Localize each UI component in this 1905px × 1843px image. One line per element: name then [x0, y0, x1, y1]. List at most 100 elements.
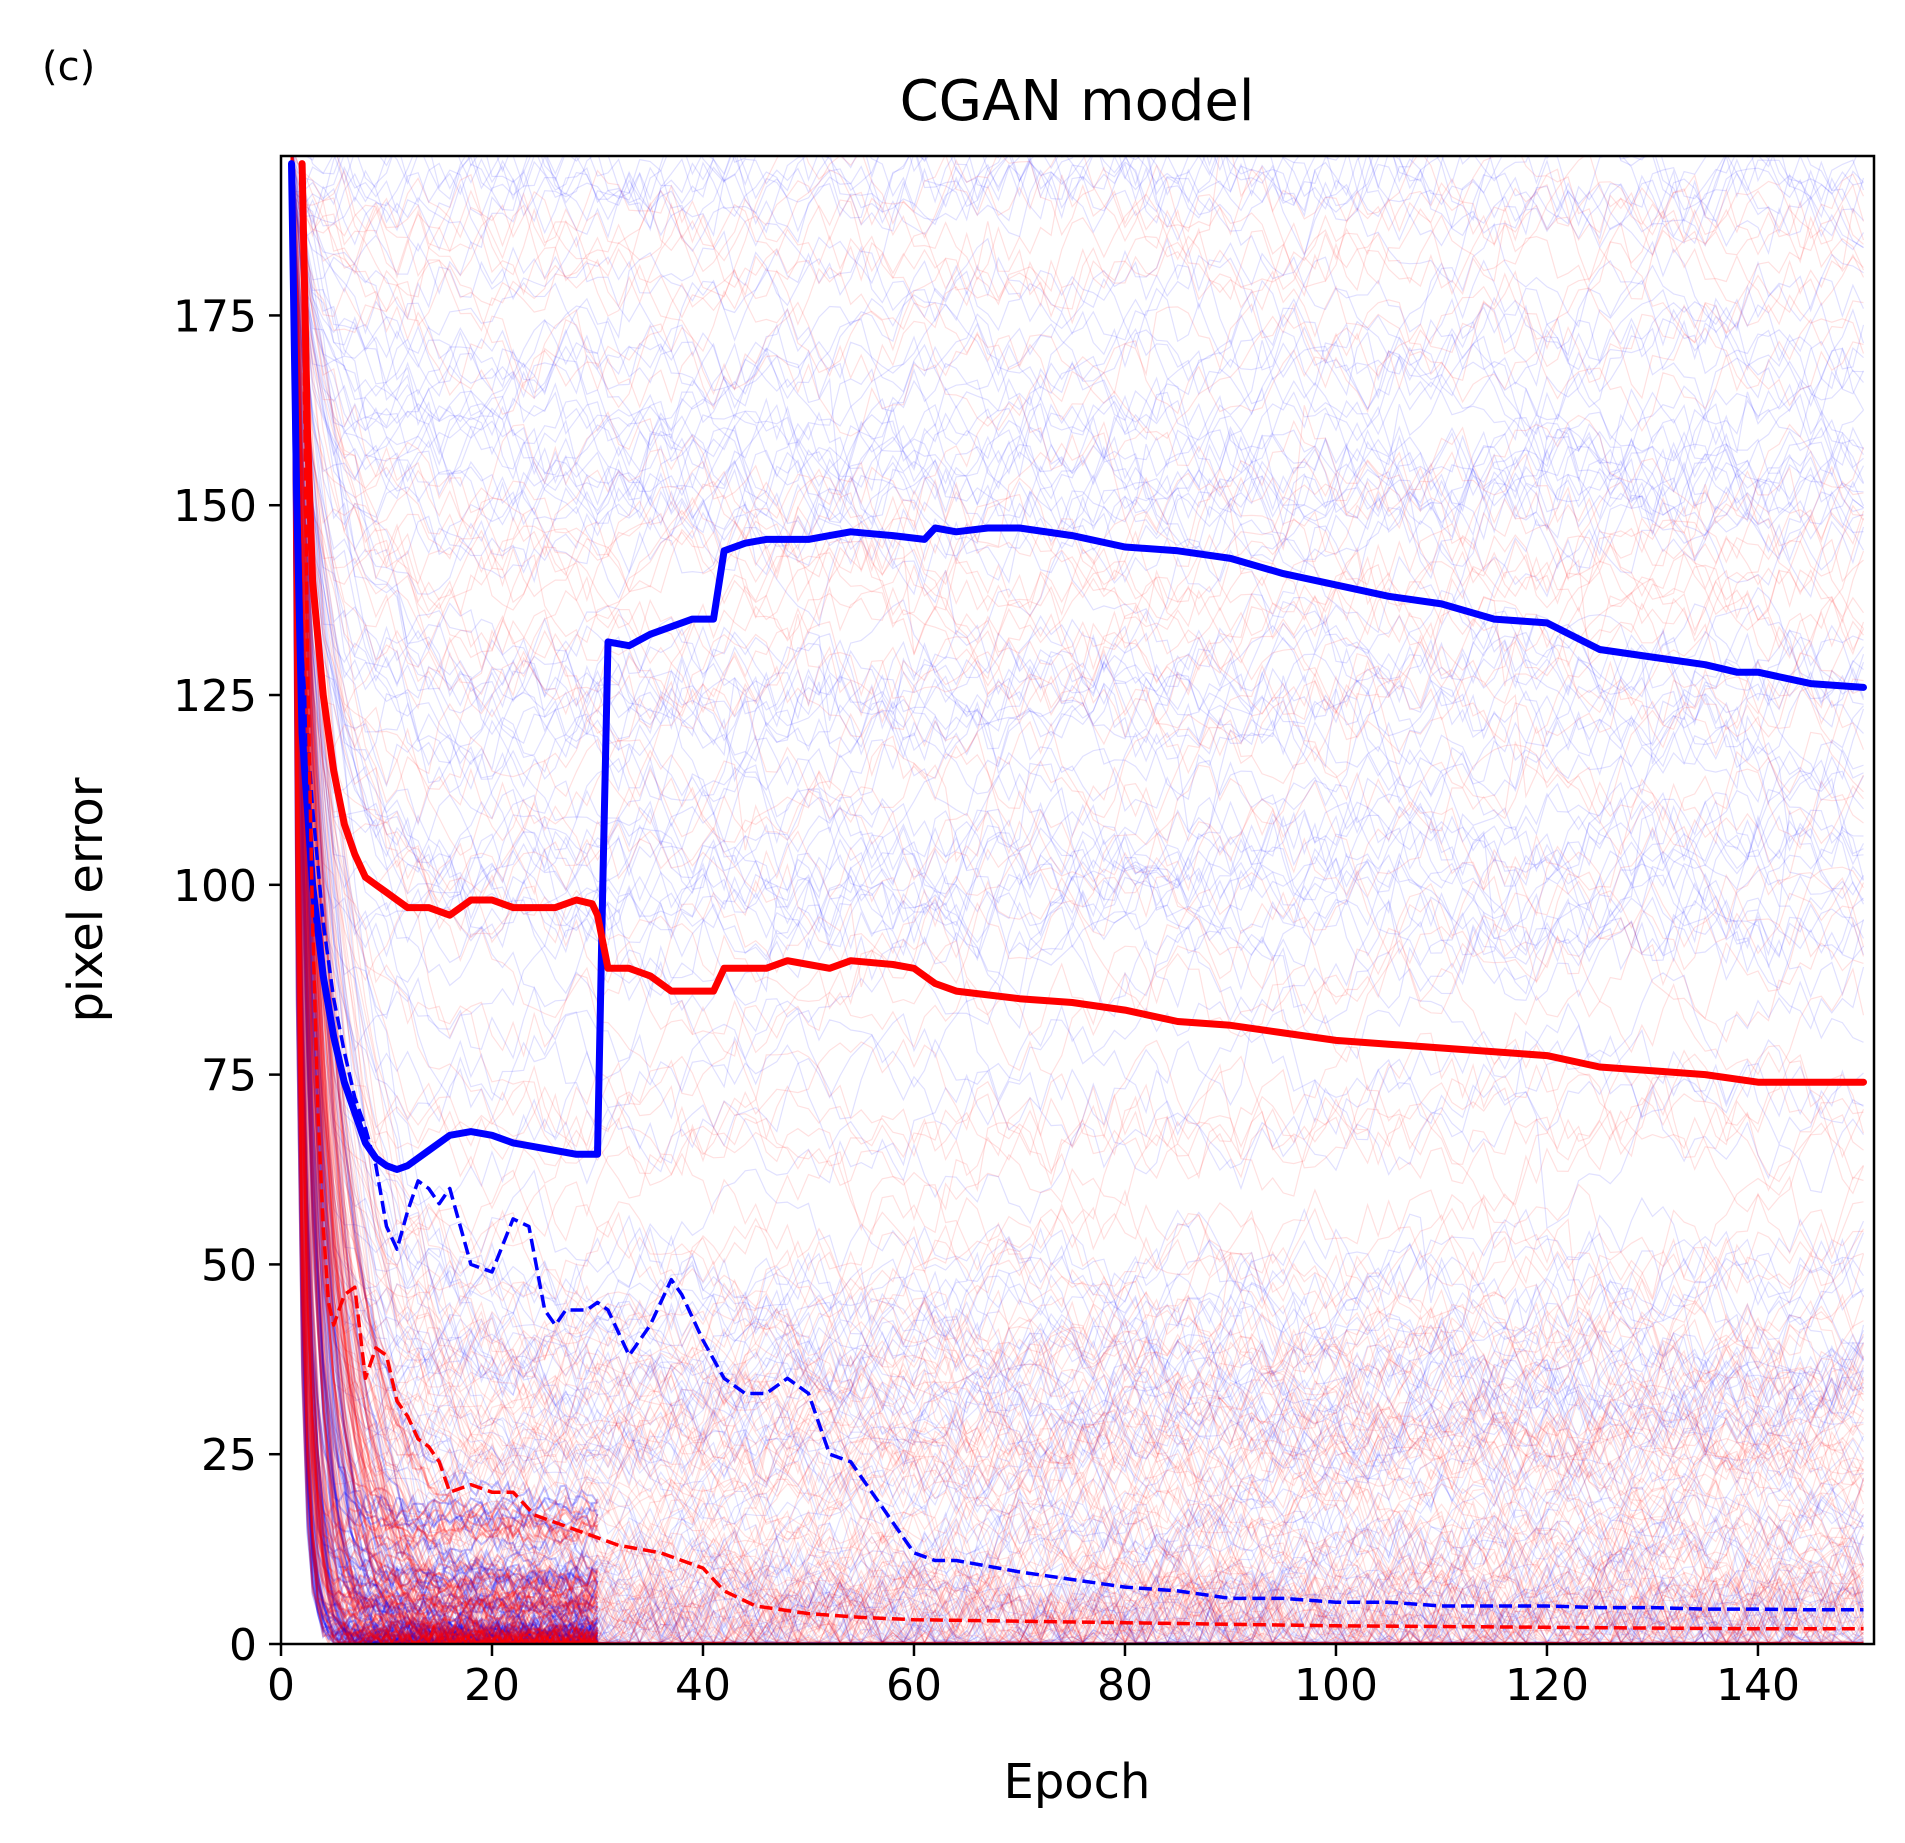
blue-background-trace — [290, 157, 1864, 1644]
red-background-trace — [293, 156, 1864, 437]
background-traces — [290, 156, 1865, 1644]
blue-background-trace — [290, 159, 1865, 936]
red-early-trace — [290, 156, 599, 1644]
red-early-trace — [290, 156, 599, 1627]
blue-background-trace — [291, 156, 1864, 1624]
red-early-trace — [290, 156, 599, 1644]
red-background-trace — [290, 159, 1865, 1057]
blue-background-trace — [290, 187, 1864, 1644]
y-tick-label: 75 — [201, 1051, 257, 1102]
blue-background-trace — [290, 180, 1864, 1644]
red-background-trace — [291, 156, 1864, 1644]
blue-background-trace — [290, 169, 1865, 1464]
red-background-trace — [291, 156, 1864, 1644]
red-background-trace — [290, 174, 1865, 1619]
red-early-trace — [290, 156, 598, 1626]
blue-early-trace — [290, 156, 599, 1634]
red-background-trace — [291, 156, 1865, 1213]
blue-solid-line — [288, 160, 1867, 1173]
x-tick-label: 100 — [1294, 1660, 1378, 1711]
blue-background-trace — [290, 159, 1864, 1644]
red-background-trace — [290, 195, 1864, 1644]
blue-dashed-line — [289, 163, 1864, 1612]
red-early-trace — [290, 156, 599, 1644]
red-background-trace — [291, 156, 1864, 1644]
red-early-trace — [290, 156, 598, 1644]
red-background-trace — [290, 178, 1864, 1530]
red-early-trace — [291, 156, 598, 1644]
blue-early-trace — [290, 156, 598, 1591]
red-background-trace — [290, 161, 1864, 1644]
blue-background-trace — [290, 177, 1864, 946]
blue-early-trace — [290, 156, 599, 1644]
red-background-trace — [290, 161, 1865, 1076]
red-background-trace — [291, 156, 1864, 1480]
plot-frame — [279, 154, 1876, 1646]
red-background-trace — [290, 160, 1864, 1644]
blue-background-trace — [290, 177, 1864, 1496]
blue-early-trace — [290, 156, 599, 1644]
red-early-trace — [291, 156, 599, 1534]
blue-background-trace — [290, 167, 1864, 1406]
red-background-trace — [290, 156, 1865, 1455]
blue-background-trace — [291, 156, 1865, 251]
red-early-trace — [290, 156, 598, 1644]
blue-early-trace — [290, 156, 599, 1635]
red-background-trace — [290, 181, 1865, 1612]
blue-background-trace — [290, 194, 1864, 1644]
blue-early-trace — [290, 156, 598, 1644]
blue-early-trace — [290, 156, 598, 1644]
red-background-trace — [290, 181, 1864, 799]
red-early-trace — [290, 156, 599, 1644]
blue-background-trace — [290, 162, 1865, 397]
red-background-trace — [291, 156, 1865, 530]
blue-early-trace — [290, 156, 599, 1644]
red-background-trace — [290, 182, 1864, 1644]
red-background-trace — [290, 171, 1865, 1338]
blue-early-trace — [290, 156, 599, 1644]
blue-background-trace — [290, 183, 1865, 1490]
blue-early-trace — [290, 156, 599, 1644]
blue-background-trace — [290, 175, 1865, 758]
red-background-trace — [290, 159, 1865, 1644]
red-background-trace — [291, 156, 1864, 1644]
blue-background-trace — [290, 166, 1864, 1429]
blue-background-trace — [290, 186, 1864, 1644]
red-background-trace — [291, 156, 1865, 1644]
red-early-trace — [290, 156, 599, 1596]
blue-background-trace — [290, 194, 1865, 1623]
blue-background-trace — [290, 190, 1864, 1644]
blue-early-trace — [290, 156, 599, 1602]
blue-background-trace — [290, 194, 1865, 744]
blue-early-trace — [290, 156, 599, 1644]
red-background-trace — [290, 178, 1865, 1420]
blue-background-trace — [290, 170, 1865, 926]
blue-early-trace — [290, 156, 599, 1624]
blue-background-trace — [290, 161, 1865, 1644]
red-background-trace — [290, 193, 1864, 1177]
red-background-trace — [291, 156, 1865, 1477]
red-background-trace — [291, 156, 1865, 1486]
blue-background-trace — [290, 175, 1865, 1625]
red-early-trace — [290, 156, 598, 1579]
red-early-trace — [290, 156, 599, 1614]
y-tick-label: 150 — [173, 481, 257, 532]
blue-background-trace — [290, 165, 1865, 1003]
red-background-trace — [291, 156, 1864, 709]
blue-background-trace — [290, 172, 1864, 1644]
red-background-trace — [290, 157, 1865, 715]
blue-early-trace — [290, 156, 598, 1644]
blue-early-trace — [290, 156, 599, 1644]
blue-background-trace — [290, 193, 1865, 1644]
blue-early-trace — [290, 156, 599, 1644]
blue-early-trace — [290, 156, 598, 1644]
red-background-trace — [290, 189, 1865, 775]
red-background-trace — [290, 187, 1865, 1415]
blue-background-trace — [290, 182, 1865, 942]
red-background-trace — [291, 156, 1864, 1644]
red-background-trace — [290, 161, 1865, 681]
x-tick-label: 140 — [1716, 1660, 1800, 1711]
blue-background-trace — [290, 187, 1864, 844]
blue-background-trace — [290, 196, 1864, 733]
